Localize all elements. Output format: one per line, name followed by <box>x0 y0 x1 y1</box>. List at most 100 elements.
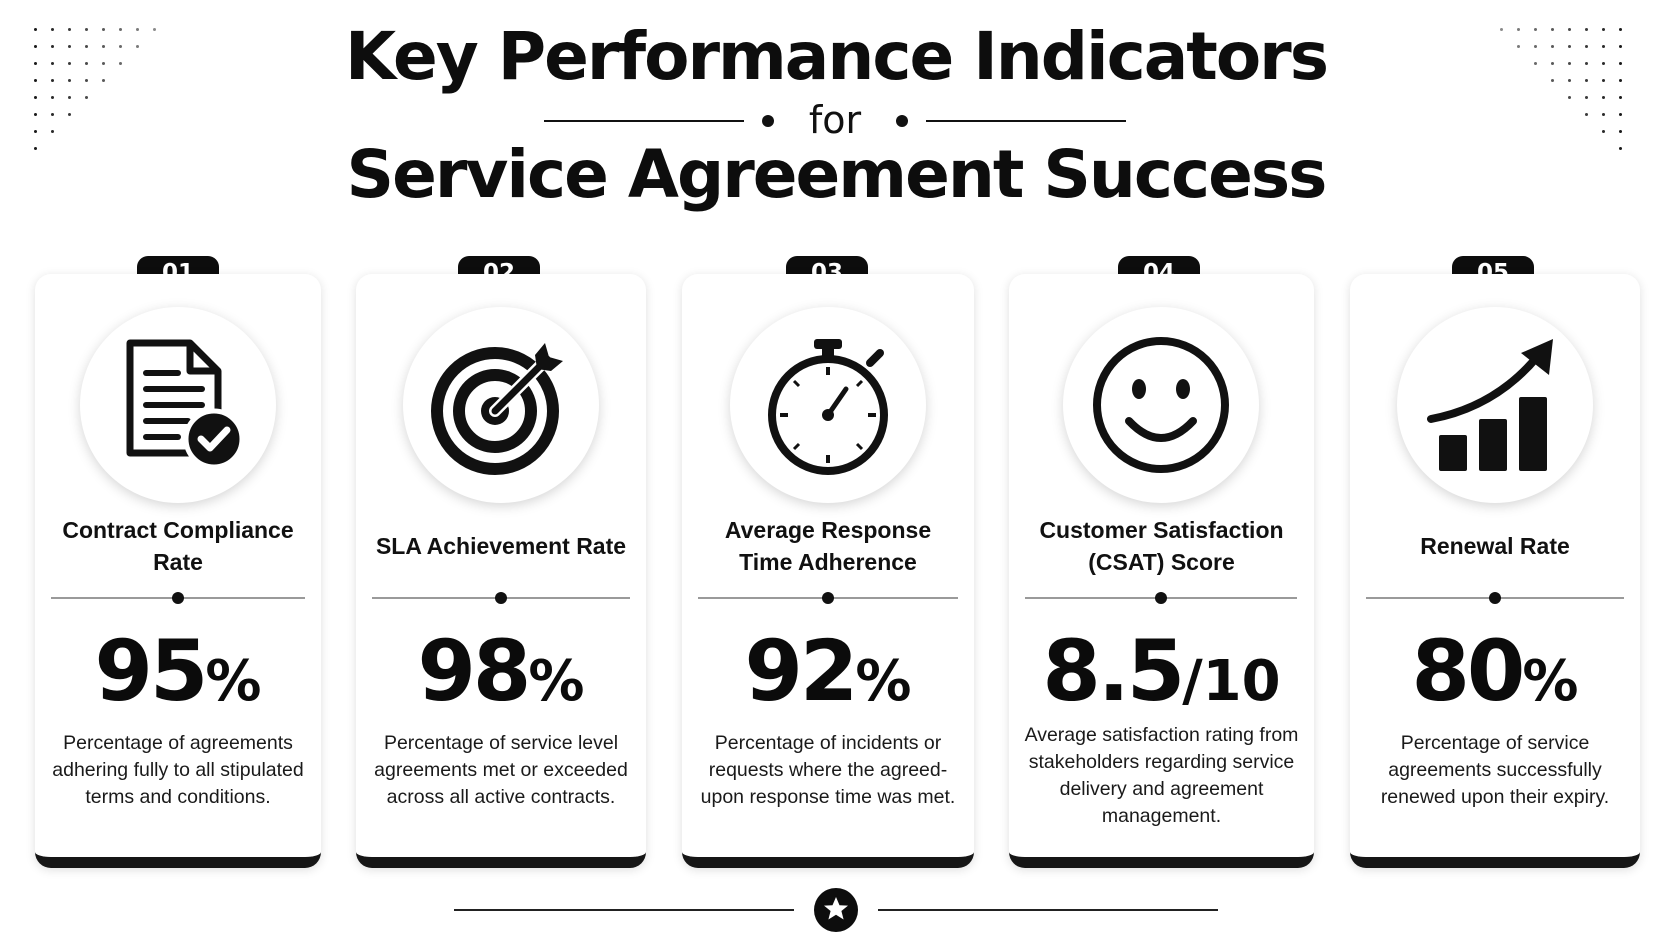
connector-line-left <box>544 120 744 122</box>
decorative-dot <box>1517 28 1520 31</box>
decorative-dot <box>1602 130 1605 133</box>
kpi-card-sla-achievement: SLA Achievement Rate 98% Percentage of s… <box>356 274 646 868</box>
decorative-dot <box>68 28 71 31</box>
decorative-dot <box>85 62 88 65</box>
kpi-divider-dot <box>495 592 507 604</box>
decorative-dot <box>1619 130 1622 133</box>
kpi-description: Percentage of incidents or requests wher… <box>700 732 956 808</box>
decorative-dot <box>68 45 71 48</box>
decorative-dot <box>1585 113 1588 116</box>
kpi-value: 92% <box>682 622 974 720</box>
icon-circle <box>730 307 926 503</box>
decorative-dot <box>119 45 122 48</box>
kpi-value-unit: /10 <box>1182 649 1281 714</box>
kpi-card-renewal: Renewal Rate 80% Percentage of service a… <box>1350 274 1640 868</box>
decorative-dot <box>1517 45 1520 48</box>
kpi-title: Customer Satisfaction (CSAT) Score <box>1039 517 1284 575</box>
decorative-dot <box>1602 62 1605 65</box>
kpi-title: SLA Achievement Rate <box>375 533 627 559</box>
decorative-dot <box>1602 96 1605 99</box>
kpi-value: 98% <box>356 622 646 720</box>
decorative-dot <box>1602 45 1605 48</box>
decorative-dot <box>1619 45 1622 48</box>
decorative-dot <box>1619 113 1622 116</box>
decorative-dot <box>85 28 88 31</box>
decorative-dot <box>34 147 37 150</box>
decorative-dot <box>1619 79 1622 82</box>
decorative-dot <box>51 45 54 48</box>
decorative-dot <box>34 45 37 48</box>
kpi-value-number: 80 <box>1411 622 1525 720</box>
kpi-description: Percentage of service level agreements m… <box>374 732 628 808</box>
kpi-title: Renewal Rate <box>1420 533 1570 559</box>
kpi-card-csat: Customer Satisfaction (CSAT) Score 8.5/1… <box>1009 274 1314 868</box>
growth-chart-icon <box>1427 339 1553 471</box>
kpi-value-number: 8.5 <box>1042 622 1185 720</box>
kpi-card-contract-compliance: Contract Compliance Rate 95% Percentage … <box>35 274 321 868</box>
decorative-dot <box>51 79 54 82</box>
decorative-dot <box>153 28 156 31</box>
kpi-value-unit: % <box>855 649 912 714</box>
decorative-dot <box>51 28 54 31</box>
kpi-description: Percentage of agreements adhering fully … <box>52 732 304 808</box>
decorative-dot <box>1534 45 1537 48</box>
smiley-face-icon <box>1093 337 1229 473</box>
kpi-title: Contract Compliance Rate <box>62 517 294 575</box>
decorative-dot <box>85 79 88 82</box>
decorative-dot <box>102 28 105 31</box>
icon-circle <box>1063 307 1259 503</box>
dot-pattern-top-left <box>34 28 174 168</box>
decorative-dot <box>1585 96 1588 99</box>
kpi-value-number: 95 <box>94 622 208 720</box>
decorative-dot <box>51 96 54 99</box>
kpi-divider-dot <box>172 592 184 604</box>
decorative-dot <box>102 45 105 48</box>
page-title-line-1: Key Performance Indicators <box>345 18 1329 95</box>
connector-word: for <box>808 98 862 142</box>
kpi-divider-dot <box>822 592 834 604</box>
decorative-dot <box>1551 28 1554 31</box>
decorative-dot <box>51 113 54 116</box>
title-connector: for <box>544 96 1126 146</box>
kpi-description: Percentage of service agreements success… <box>1380 732 1610 808</box>
footer-line-left <box>454 909 794 911</box>
decorative-dot <box>136 28 139 31</box>
decorative-dot <box>85 96 88 99</box>
document-check-icon <box>126 339 245 470</box>
kpi-divider-dot <box>1489 592 1501 604</box>
stopwatch-icon <box>768 339 888 475</box>
decorative-dot <box>1568 62 1571 65</box>
decorative-dot <box>85 45 88 48</box>
decorative-dot <box>1585 79 1588 82</box>
kpi-divider-dot <box>1155 592 1167 604</box>
decorative-dot <box>1568 79 1571 82</box>
decorative-dot <box>68 96 71 99</box>
decorative-dot <box>1585 62 1588 65</box>
dot-pattern-top-right <box>1500 28 1640 178</box>
decorative-dot <box>34 28 37 31</box>
kpi-value-unit: % <box>528 649 585 714</box>
target-arrow-icon <box>431 343 563 475</box>
decorative-dot <box>1534 28 1537 31</box>
decorative-dot <box>68 62 71 65</box>
footer-line-right <box>878 909 1218 911</box>
decorative-dot <box>51 62 54 65</box>
decorative-dot <box>102 79 105 82</box>
decorative-dot <box>1568 96 1571 99</box>
icon-circle <box>1397 307 1593 503</box>
decorative-dot <box>119 62 122 65</box>
connector-dot-left <box>762 115 774 127</box>
kpi-value: 8.5/10 <box>1009 622 1314 720</box>
decorative-dot <box>1602 113 1605 116</box>
decorative-dot <box>1534 62 1537 65</box>
decorative-dot <box>1551 45 1554 48</box>
decorative-dot <box>34 130 37 133</box>
decorative-dot <box>1551 62 1554 65</box>
decorative-dot <box>68 113 71 116</box>
decorative-dot <box>34 79 37 82</box>
decorative-dot <box>136 45 139 48</box>
kpi-value-unit: % <box>205 649 262 714</box>
kpi-value-unit: % <box>1522 649 1579 714</box>
kpi-value-number: 92 <box>744 622 858 720</box>
icon-circle <box>403 307 599 503</box>
